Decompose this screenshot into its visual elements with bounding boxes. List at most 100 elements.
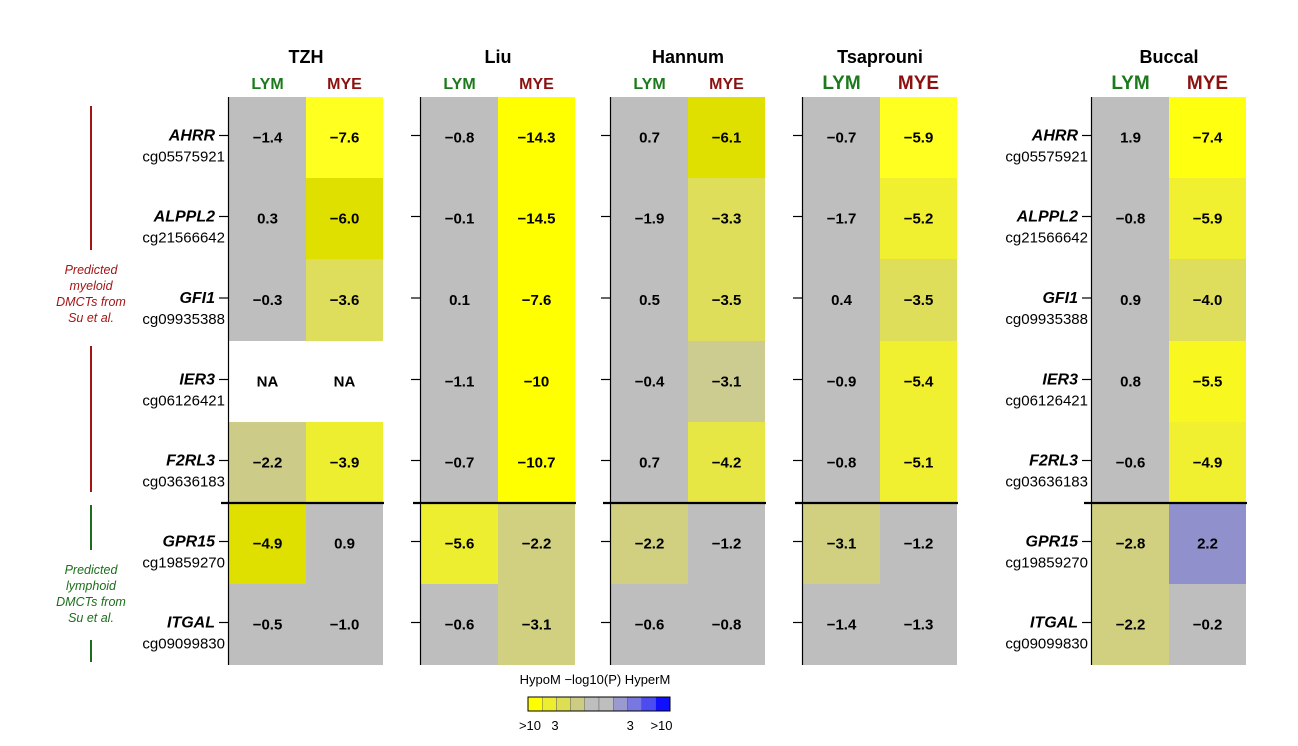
cell-value: −3.6 xyxy=(330,292,360,309)
cell-value: −3.1 xyxy=(712,374,742,391)
heatmap-cell xyxy=(1092,178,1169,259)
row-probe-label: cg09935388 xyxy=(142,311,225,328)
cell-value: −7.6 xyxy=(330,130,360,147)
cell-value: −6.1 xyxy=(712,130,742,147)
heatmap-cell xyxy=(880,422,957,503)
heatmap-cell xyxy=(611,503,688,584)
heatmap-cell xyxy=(306,97,383,178)
cell-value: −5.4 xyxy=(904,374,934,391)
heatmap-cell xyxy=(1169,584,1246,665)
cell-value: −3.1 xyxy=(522,617,552,634)
heatmap-cell xyxy=(421,422,498,503)
column-label-mye: MYE xyxy=(1187,73,1228,94)
column-label-lym: LYM xyxy=(251,76,283,93)
panel-title: Hannum xyxy=(652,47,724,67)
column-label-lym: LYM xyxy=(443,76,475,93)
heatmap-cell xyxy=(611,422,688,503)
cell-value: 0.9 xyxy=(334,536,355,553)
cell-value: 0.1 xyxy=(449,292,470,309)
cell-value: −14.5 xyxy=(518,211,556,228)
legend-title: HypoM −log10(P) HyperM xyxy=(520,672,671,687)
heatmap-cell xyxy=(421,503,498,584)
heatmap-cell xyxy=(1169,259,1246,341)
row-gene-label: ALPPL2 xyxy=(153,209,215,226)
cell-value: −1.9 xyxy=(635,211,665,228)
legend-swatch xyxy=(542,696,557,712)
cell-value: −0.6 xyxy=(1116,455,1146,472)
row-probe-label: cg19859270 xyxy=(1005,555,1088,572)
row-probe-label: cg06126421 xyxy=(142,393,225,410)
column-label-lym: LYM xyxy=(1111,73,1149,94)
cell-value: −1.4 xyxy=(253,130,283,147)
row-probe-label: cg19859270 xyxy=(142,555,225,572)
group-label-lymphoid: Su et al. xyxy=(68,611,114,625)
heatmap-cell xyxy=(229,97,306,178)
heatmap-cell xyxy=(688,422,765,503)
row-gene-label: IER3 xyxy=(1042,372,1078,389)
heatmap-cell xyxy=(803,503,880,584)
heatmap-cell xyxy=(1092,97,1169,178)
cell-value: −2.2 xyxy=(253,455,283,472)
cell-value: 0.9 xyxy=(1120,292,1141,309)
cell-value: −4.0 xyxy=(1193,292,1223,309)
heatmap-cell xyxy=(498,97,575,178)
legend-tick-label: 3 xyxy=(627,718,634,733)
cell-value: −5.6 xyxy=(445,536,475,553)
cell-value: −5.5 xyxy=(1193,374,1223,391)
legend-swatch xyxy=(556,696,571,712)
group-label-myeloid: Predicted xyxy=(65,263,119,277)
cell-value: −3.9 xyxy=(330,455,360,472)
heatmap-cell xyxy=(498,422,575,503)
row-gene-label: ITGAL xyxy=(167,615,215,632)
cell-value: −1.3 xyxy=(904,617,934,634)
heatmap-cell xyxy=(229,259,306,341)
legend-swatch xyxy=(641,696,656,712)
legend-swatch xyxy=(613,696,628,712)
cell-value: 0.4 xyxy=(831,292,853,309)
row-gene-label: GPR15 xyxy=(1026,534,1080,551)
heatmap-cell xyxy=(803,178,880,259)
heatmap-cell xyxy=(880,259,957,341)
heatmap-cell xyxy=(498,503,575,584)
cell-value: 2.2 xyxy=(1197,536,1218,553)
heatmap-cell xyxy=(229,503,306,584)
row-gene-label: AHRR xyxy=(168,128,216,145)
cell-value: −0.3 xyxy=(253,292,283,309)
cell-value: −1.7 xyxy=(827,211,857,228)
heatmap-cell xyxy=(498,584,575,665)
cell-value: −0.7 xyxy=(827,130,857,147)
cell-value: −4.2 xyxy=(712,455,742,472)
heatmap-cell xyxy=(611,178,688,259)
heatmap-cell xyxy=(229,584,306,665)
heatmap-cell xyxy=(880,584,957,665)
cell-value: −7.4 xyxy=(1193,130,1223,147)
group-label-myeloid: myeloid xyxy=(69,279,113,293)
heatmap-cell xyxy=(306,341,383,422)
heatmap-cell xyxy=(688,178,765,259)
row-probe-label: cg09099830 xyxy=(142,636,225,653)
row-gene-label: F2RL3 xyxy=(1029,453,1078,470)
row-gene-label: ITGAL xyxy=(1030,615,1078,632)
cell-value: −0.8 xyxy=(1116,211,1146,228)
heatmap-cell xyxy=(1169,178,1246,259)
cell-value: −2.8 xyxy=(1116,536,1146,553)
heatmap-cell xyxy=(306,422,383,503)
legend-swatch xyxy=(584,696,600,712)
cell-value: −5.1 xyxy=(904,455,934,472)
cell-value: 0.7 xyxy=(639,455,660,472)
legend-swatch xyxy=(598,696,614,712)
row-probe-label: cg05575921 xyxy=(142,149,225,166)
heatmap-cell xyxy=(880,503,957,584)
legend-tick-label: >10 xyxy=(650,718,672,733)
heatmap-cell xyxy=(688,259,765,341)
heatmap-cell xyxy=(688,584,765,665)
cell-value: −0.8 xyxy=(827,455,857,472)
cell-value: 1.9 xyxy=(1120,130,1141,147)
panel-title: TZH xyxy=(289,47,324,67)
cell-value: −0.4 xyxy=(635,374,665,391)
row-gene-label: GFI1 xyxy=(179,290,215,307)
heatmap-cell xyxy=(611,341,688,422)
heatmap-cell xyxy=(803,584,880,665)
row-probe-label: cg21566642 xyxy=(1005,230,1088,247)
heatmap-cell xyxy=(421,259,498,341)
